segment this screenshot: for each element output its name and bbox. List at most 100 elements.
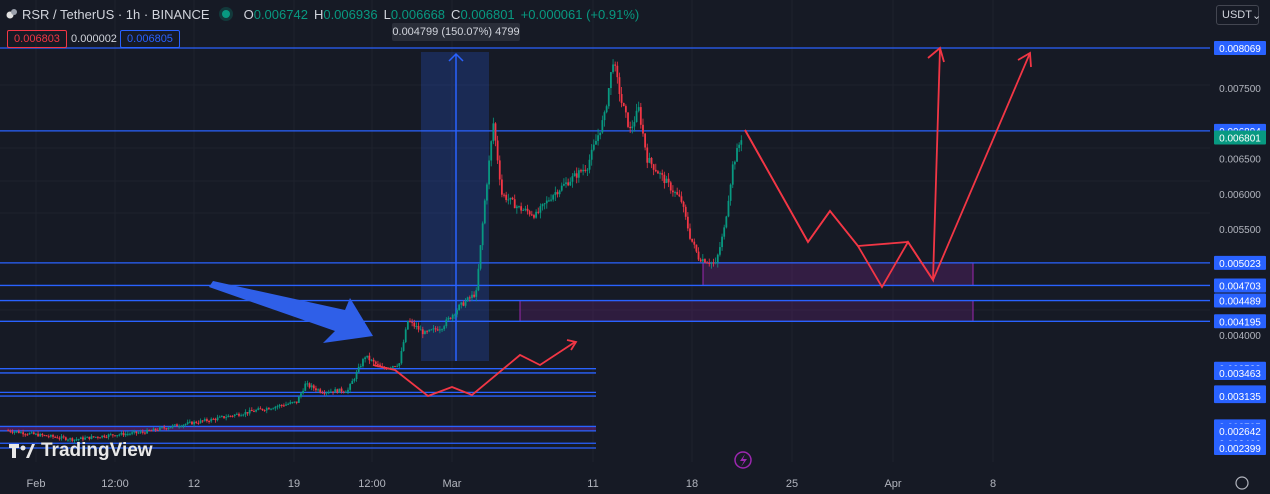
projection-arrowhead-small (566, 339, 578, 351)
candle-body (618, 77, 621, 95)
candle-body (475, 290, 478, 297)
candle-body (396, 365, 399, 367)
level-label: 0.008069 (1219, 44, 1261, 55)
candle-body (526, 208, 529, 212)
candle-body (588, 159, 591, 170)
candle-body (261, 408, 264, 411)
candle-body (330, 391, 332, 393)
candle-body (723, 227, 726, 237)
candle-body (357, 366, 360, 373)
candle-body (616, 65, 619, 78)
candle-body (131, 432, 134, 434)
candle-body (693, 241, 696, 245)
candle-body (672, 190, 674, 193)
candle-body (548, 200, 550, 202)
candle-body (124, 433, 127, 436)
measure-arrowhead (448, 52, 464, 62)
price-range-measure (421, 52, 489, 361)
candle-body (291, 402, 294, 404)
tradingview-logo-icon (9, 444, 35, 458)
projection-arrowhead-2 (1017, 51, 1032, 68)
y-tick-label: 0.006500 (1219, 155, 1261, 166)
candle-body (537, 211, 540, 213)
candle-body (312, 385, 315, 389)
candle-body (317, 389, 319, 391)
event-lightning-icon[interactable] (734, 451, 752, 469)
symbol-title[interactable]: RSR / TetherUS · 1h · BINANCE (22, 6, 210, 22)
candle-body (490, 141, 493, 161)
candle-body (624, 106, 627, 113)
candle-body (188, 421, 191, 423)
sell-price-button[interactable]: 0.006803 (7, 30, 67, 48)
candle-body (242, 414, 245, 416)
candle-body (323, 393, 326, 395)
candle-body (629, 126, 632, 129)
candle-body (494, 123, 497, 141)
y-tick-label: 0.006000 (1219, 190, 1261, 201)
candle-body (582, 169, 585, 172)
candle-body (419, 329, 422, 331)
candle-body (171, 425, 174, 428)
candle-body (238, 413, 240, 416)
settings-gear-icon[interactable] (1235, 476, 1249, 490)
level-label-bg (1214, 255, 1266, 270)
candle-body (404, 329, 407, 343)
level-label-bg (1214, 314, 1266, 329)
candle-body (411, 321, 414, 323)
x-tick-label: 12:00 (101, 478, 129, 490)
y-tick-label: 0.004000 (1219, 331, 1261, 342)
candle-body (186, 422, 189, 424)
projection-path-small (372, 341, 576, 398)
level-label: 0.003135 (1219, 392, 1261, 403)
candle-body (319, 389, 322, 393)
candle-body (552, 195, 555, 200)
candle-body (58, 438, 61, 440)
candle-body (432, 328, 435, 330)
candle-body (543, 203, 546, 205)
candle-body (362, 359, 364, 367)
market-status-icon[interactable] (221, 10, 230, 18)
event-lightning-glyph (740, 454, 747, 467)
candle-body (659, 173, 661, 175)
candle-body (622, 102, 625, 107)
candle-body (148, 429, 151, 431)
candle-body (370, 359, 373, 361)
buy-price-button[interactable]: 0.006805 (120, 30, 180, 48)
level-label: 0.002399 (1219, 444, 1261, 455)
candle-body (244, 412, 247, 415)
candle-body (680, 196, 683, 202)
candle-body (402, 342, 405, 352)
candle-body (483, 200, 486, 224)
candle-body (695, 244, 698, 252)
candle-body (460, 302, 463, 305)
chevron-down-icon: ⌄ (1251, 9, 1262, 22)
candle-body (86, 436, 89, 438)
candle-body (49, 435, 52, 437)
change-value: +0.000061 (+0.91%) (520, 6, 640, 22)
candle-body (415, 325, 418, 327)
candle-body (47, 436, 50, 438)
x-tick-label: Feb (27, 478, 46, 490)
candle-body (351, 380, 354, 384)
candle-body (97, 436, 99, 438)
candle-body (721, 236, 723, 248)
candle-body (135, 431, 138, 434)
candle-body (15, 431, 18, 433)
candle-body (88, 436, 91, 439)
candle-body (599, 132, 602, 136)
support-zone-lower (519, 300, 974, 322)
candle-body (567, 182, 570, 186)
candle-body (379, 364, 381, 367)
level-label-bg (1214, 41, 1266, 55)
candle-body (409, 321, 411, 323)
candle-body (338, 388, 341, 393)
candle-body (75, 439, 78, 441)
currency-dropdown[interactable]: USDT ⌄ (1216, 5, 1262, 25)
candle-body (712, 262, 715, 264)
candle-body (590, 149, 593, 160)
candle-body (684, 206, 687, 217)
symbol-icon (6, 9, 17, 19)
candle-body (584, 169, 587, 171)
candle-body (458, 304, 461, 311)
